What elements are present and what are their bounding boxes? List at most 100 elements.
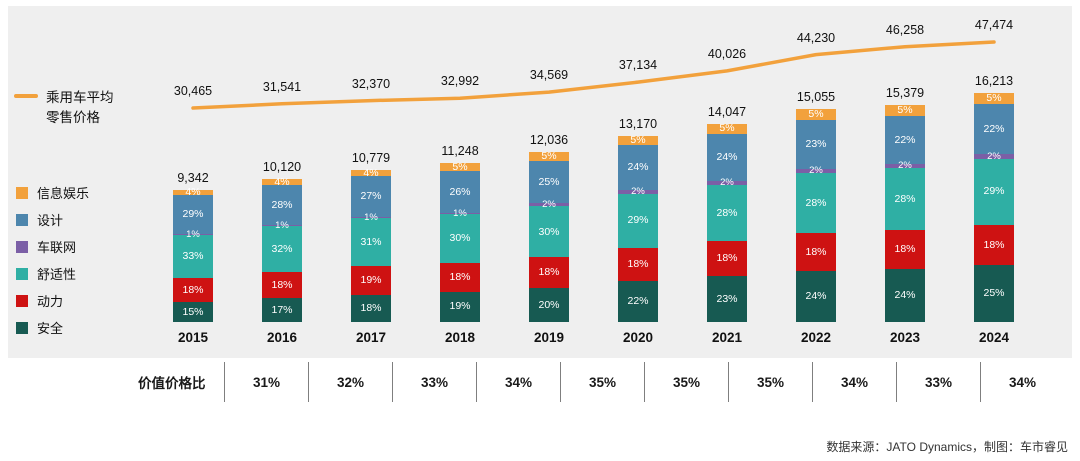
stacked-bar-2024: 25% 18% 29% 2% 22% 5%	[974, 93, 1014, 322]
line-point-label: 34,569	[529, 68, 569, 83]
bar-segment-安全: 25%	[974, 265, 1014, 322]
x-axis-label-2016: 2016	[266, 330, 298, 345]
segment-percent-label: 18%	[805, 245, 827, 258]
bar-segment-舒适性: 28%	[707, 185, 747, 241]
stacked-bar-2021: 23% 18% 28% 2% 24% 5%	[707, 122, 747, 322]
bar-segment-设计: 29%	[173, 195, 213, 234]
segment-percent-label: 28%	[716, 206, 738, 219]
legend-swatch-icon	[16, 240, 28, 253]
segment-percent-label: 5%	[808, 108, 824, 121]
bar-segment-舒适性: 30%	[529, 206, 569, 258]
segment-percent-label: 1%	[186, 228, 200, 240]
legend-swatch-icon	[16, 186, 28, 199]
line-point-label: 47,474	[974, 18, 1014, 32]
segment-percent-label: 5%	[986, 92, 1002, 105]
segment-percent-label: 30%	[538, 225, 560, 238]
bar-segment-车联网: 1%	[173, 230, 213, 239]
legend-item-label: 舒适性	[37, 267, 77, 282]
bar-segment-车联网: 1%	[262, 221, 302, 230]
legend-swatch-icon	[16, 294, 28, 307]
segment-percent-label: 17%	[271, 303, 293, 316]
segment-percent-label: 29%	[182, 208, 204, 221]
segment-percent-label: 4%	[185, 186, 201, 199]
segment-percent-label: 24%	[716, 151, 738, 164]
x-axis-label-2019: 2019	[533, 330, 565, 345]
segment-percent-label: 24%	[627, 161, 649, 174]
bar-total-label: 12,036	[529, 132, 569, 147]
legend-item-label: 车联网	[37, 240, 77, 255]
line-point-label: 44,230	[796, 30, 836, 45]
segment-percent-label: 2%	[631, 186, 645, 198]
segment-percent-label: 4%	[274, 175, 290, 188]
bar-segment-车联网: 2%	[885, 161, 925, 170]
bar-segment-信息娱乐: 5%	[796, 109, 836, 120]
segment-percent-label: 29%	[983, 185, 1005, 198]
bar-segment-动力: 18%	[262, 271, 302, 298]
bar-segment-动力: 18%	[885, 229, 925, 270]
bar-segment-信息娱乐: 4%	[351, 168, 391, 178]
bar-segment-安全: 23%	[707, 276, 747, 322]
bar-segment-设计: 23%	[796, 120, 836, 169]
bar-segment-安全: 19%	[440, 291, 480, 322]
bar-segment-设计: 22%	[974, 104, 1014, 155]
ratio-value: 32%	[308, 362, 392, 402]
bar-segment-信息娱乐: 5%	[885, 104, 925, 116]
bar-segment-安全: 15%	[173, 302, 213, 322]
segment-percent-label: 18%	[271, 278, 293, 291]
line-point-label: 37,134	[618, 58, 658, 73]
segment-percent-label: 25%	[538, 175, 560, 188]
ratio-value: 31%	[224, 362, 308, 402]
x-axis-label-2017: 2017	[355, 330, 387, 345]
ratio-label: 价值价格比	[138, 376, 206, 391]
bar-segment-设计: 24%	[707, 133, 747, 182]
legend-swatch-icon	[16, 321, 28, 334]
segment-percent-label: 1%	[275, 219, 289, 231]
line-series-label-line1: 乘用车平均	[46, 90, 114, 105]
segment-percent-label: 2%	[720, 177, 734, 189]
bar-segment-动力: 18%	[796, 232, 836, 271]
line-point-label: 32,992	[440, 74, 480, 89]
segment-percent-label: 2%	[987, 150, 1001, 162]
bar-segment-设计: 26%	[440, 171, 480, 213]
legend-swatch-icon	[16, 213, 28, 226]
bar-total-label: 10,779	[351, 150, 391, 165]
stacked-bar-2018: 19% 18% 30% 1% 26% 5%	[440, 162, 480, 322]
bar-total-label: 16,213	[974, 74, 1014, 88]
segment-percent-label: 20%	[538, 298, 560, 311]
segment-percent-label: 5%	[541, 150, 557, 162]
bar-segment-信息娱乐: 5%	[974, 92, 1014, 105]
x-axis-label-2021: 2021	[711, 330, 743, 345]
bar-segment-安全: 18%	[351, 294, 391, 322]
segment-percent-label: 23%	[805, 138, 827, 151]
segment-percent-label: 23%	[716, 292, 738, 305]
x-axis-label-2024: 2024	[978, 330, 1010, 345]
line-point-label: 40,026	[707, 46, 747, 61]
segment-percent-label: 18%	[716, 252, 738, 265]
bar-segment-舒适性: 32%	[262, 226, 302, 272]
bar-total-label: 10,120	[262, 160, 302, 175]
bar-segment-信息娱乐: 4%	[262, 175, 302, 188]
bar-total-label: 9,342	[177, 171, 209, 186]
segment-percent-label: 18%	[182, 284, 204, 297]
segment-percent-label: 5%	[719, 122, 735, 135]
line-series-marker-icon	[14, 94, 38, 98]
bar-segment-舒适性: 30%	[440, 214, 480, 263]
legend: 信息娱乐 设计 车联网 舒适性 动力 安全	[16, 179, 89, 341]
x-axis-label-2020: 2020	[622, 330, 654, 345]
stacked-bar-2023: 24% 18% 28% 2% 22% 5%	[885, 104, 925, 322]
bar-segment-车联网: 2%	[974, 150, 1014, 162]
bar-total-label: 14,047	[707, 104, 747, 119]
bar-segment-安全: 22%	[618, 281, 658, 322]
stacked-bar-2019: 20% 18% 30% 2% 25% 5%	[529, 150, 569, 322]
bar-segment-车联网: 1%	[351, 213, 391, 222]
ratio-value: 33%	[392, 362, 476, 402]
ratio-value: 35%	[644, 362, 728, 402]
legend-item-label: 安全	[37, 321, 64, 336]
bar-total-label: 11,248	[441, 144, 479, 159]
legend-item-动力: 动力	[16, 287, 89, 314]
segment-percent-label: 28%	[271, 198, 293, 211]
segment-percent-label: 18%	[894, 243, 916, 256]
line-point-label: 31,541	[262, 79, 302, 94]
segment-percent-label: 18%	[538, 266, 560, 279]
segment-percent-label: 18%	[360, 302, 382, 315]
